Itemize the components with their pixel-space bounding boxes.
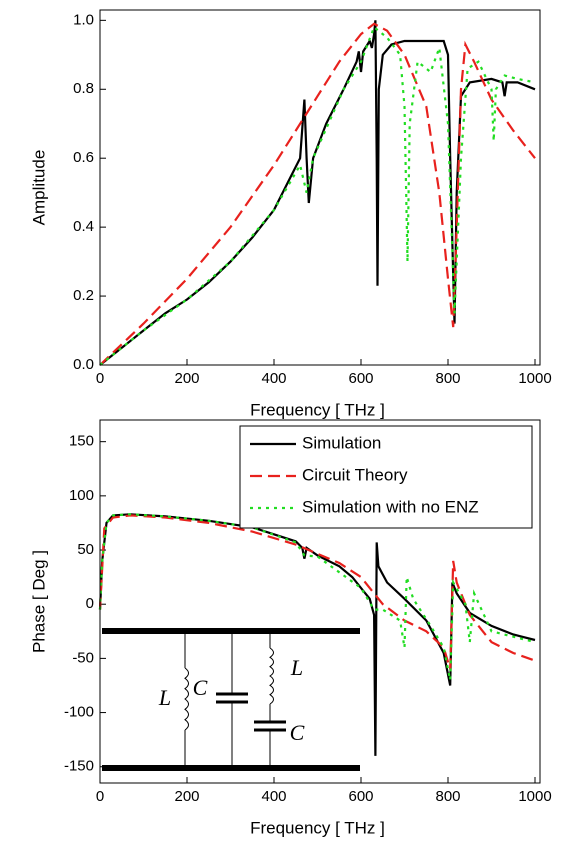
legend-label: Simulation bbox=[302, 433, 381, 452]
y-tick-label: -50 bbox=[72, 649, 94, 666]
y-tick-label: 50 bbox=[77, 541, 94, 558]
series-line bbox=[98, 513, 536, 681]
series-line bbox=[99, 20, 536, 366]
legend-label: Simulation with no ENZ bbox=[302, 497, 479, 516]
x-tick-label: 200 bbox=[174, 788, 199, 805]
x-tick-label: 400 bbox=[261, 788, 286, 805]
x-tick-label: 600 bbox=[348, 788, 373, 805]
x-tick-label: 800 bbox=[435, 788, 460, 805]
circuit-label: L bbox=[158, 685, 171, 710]
series-line bbox=[99, 25, 536, 366]
legend-label: Circuit Theory bbox=[302, 465, 408, 484]
y-tick-label: 0.4 bbox=[73, 218, 94, 235]
x-axis-label: Frequency [ THz ] bbox=[250, 400, 385, 419]
y-tick-label: -100 bbox=[64, 704, 94, 721]
x-tick-label: 1000 bbox=[518, 788, 551, 805]
plot-frame bbox=[99, 419, 541, 784]
circuit-label: L bbox=[290, 655, 303, 680]
y-tick-label: 1.0 bbox=[73, 11, 94, 28]
x-tick-label: 0 bbox=[96, 370, 104, 387]
y-axis-label: Phase [ Deg ] bbox=[29, 550, 48, 653]
y-tick-label: -150 bbox=[64, 758, 94, 775]
y-axis-label: Amplitude bbox=[29, 150, 48, 226]
y-tick-label: 0.2 bbox=[73, 287, 94, 304]
series-line bbox=[98, 513, 536, 756]
y-tick-label: 0.6 bbox=[73, 149, 94, 166]
y-tick-label: 0.0 bbox=[73, 356, 94, 373]
y-tick-label: 0.8 bbox=[73, 80, 94, 97]
circuit-label: C bbox=[290, 720, 305, 745]
x-axis-label: Frequency [ THz ] bbox=[250, 818, 385, 837]
y-tick-label: 100 bbox=[69, 487, 94, 504]
y-tick-label: 150 bbox=[69, 433, 94, 450]
circuit-inset: L CLC bbox=[102, 628, 360, 771]
x-tick-label: 0 bbox=[96, 788, 104, 805]
circuit-label: C bbox=[193, 675, 208, 700]
inductor bbox=[269, 647, 274, 705]
inductor bbox=[184, 667, 189, 731]
x-tick-label: 1000 bbox=[518, 370, 551, 387]
x-tick-label: 800 bbox=[435, 370, 460, 387]
y-tick-label: 0 bbox=[86, 595, 94, 612]
x-tick-label: 400 bbox=[261, 370, 286, 387]
x-tick-label: 600 bbox=[348, 370, 373, 387]
series-line bbox=[98, 514, 536, 670]
x-tick-label: 200 bbox=[174, 370, 199, 387]
plot-frame bbox=[99, 9, 541, 366]
